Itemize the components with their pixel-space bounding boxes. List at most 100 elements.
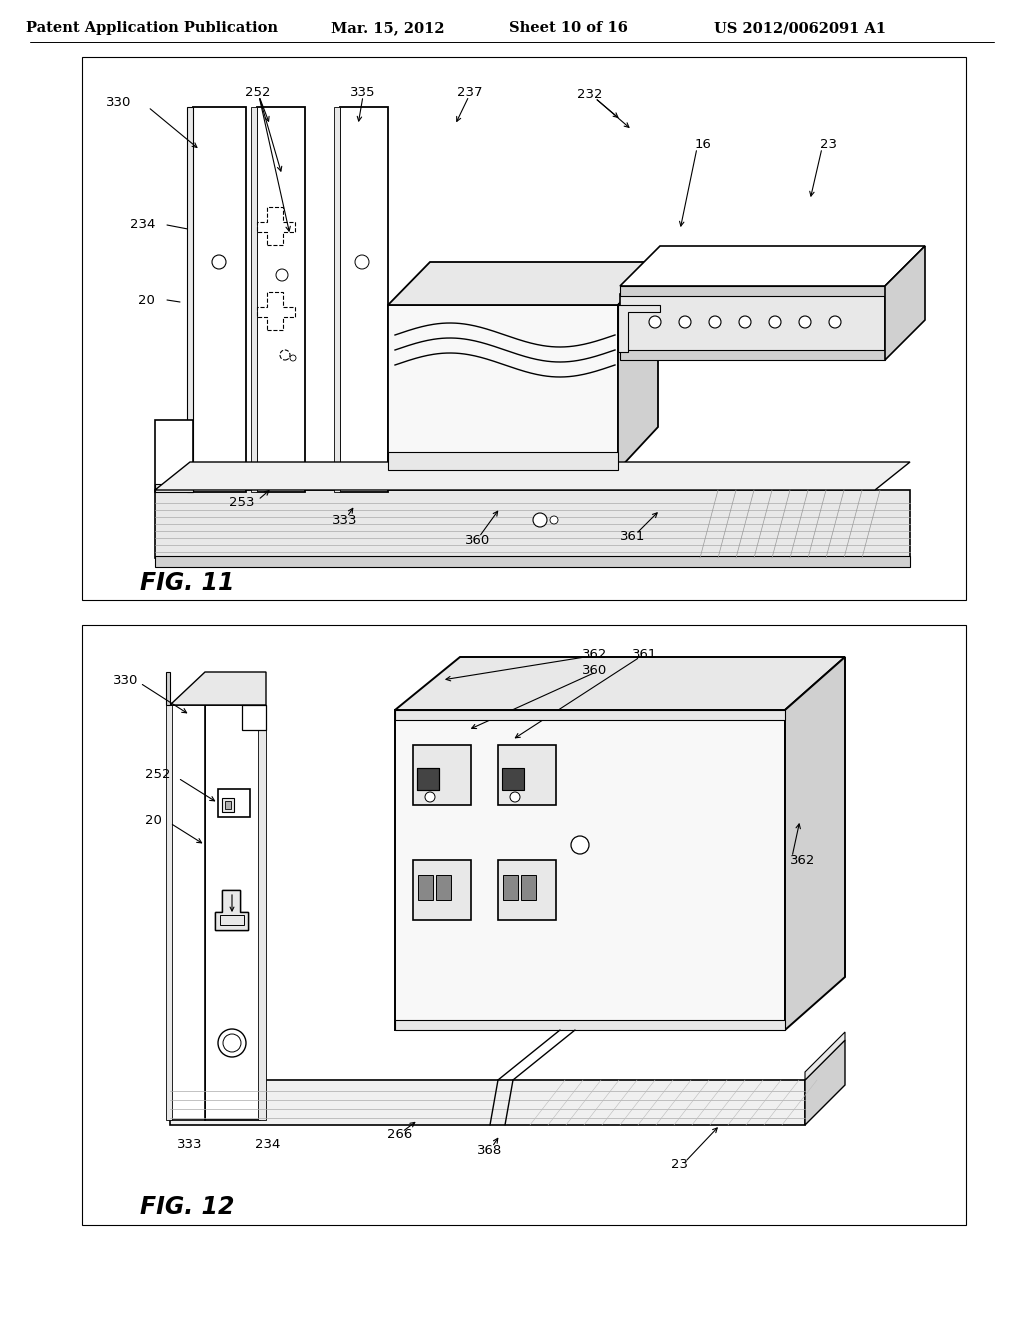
Circle shape [769, 315, 781, 327]
Text: 252: 252 [246, 86, 270, 99]
Bar [258, 705, 266, 1119]
Bar [620, 350, 885, 360]
Bar [417, 768, 439, 789]
Circle shape [550, 516, 558, 524]
Bar [418, 875, 433, 900]
Bar [205, 705, 260, 1119]
Bar [388, 305, 618, 470]
Text: US 2012/0062091 A1: US 2012/0062091 A1 [714, 21, 886, 36]
Circle shape [829, 315, 841, 327]
Bar [220, 915, 244, 925]
Bar [225, 801, 231, 809]
Circle shape [425, 792, 435, 803]
Polygon shape [170, 672, 266, 705]
Circle shape [799, 315, 811, 327]
Bar [503, 875, 518, 900]
Text: 362: 362 [790, 854, 815, 866]
Bar [413, 744, 471, 805]
Bar [436, 875, 451, 900]
Text: 335: 335 [350, 86, 376, 99]
Text: 362: 362 [583, 648, 607, 661]
Bar [395, 1020, 785, 1030]
Bar [166, 705, 172, 1119]
Polygon shape [395, 657, 845, 710]
Text: 361: 361 [621, 531, 646, 544]
Text: 20: 20 [145, 813, 162, 826]
Text: FIG. 12: FIG. 12 [140, 1195, 234, 1218]
Polygon shape [620, 246, 925, 286]
Circle shape [276, 269, 288, 281]
Text: 368: 368 [477, 1143, 503, 1156]
Text: 23: 23 [820, 139, 837, 152]
Bar [155, 490, 910, 558]
Text: 16: 16 [695, 139, 712, 152]
Bar [251, 107, 257, 492]
Text: 266: 266 [387, 1129, 413, 1142]
Polygon shape [805, 1040, 845, 1125]
Bar [155, 484, 193, 492]
Bar [502, 768, 524, 789]
Circle shape [739, 315, 751, 327]
Polygon shape [805, 1032, 845, 1080]
Bar [521, 875, 536, 900]
Text: 237: 237 [458, 86, 482, 99]
Polygon shape [618, 261, 658, 470]
Bar [334, 107, 340, 492]
Circle shape [218, 1030, 246, 1057]
Polygon shape [618, 305, 660, 352]
Text: 234: 234 [130, 219, 155, 231]
Polygon shape [155, 462, 910, 490]
Bar [155, 420, 193, 492]
Circle shape [534, 513, 547, 527]
Circle shape [709, 315, 721, 327]
Text: 234: 234 [255, 1138, 281, 1151]
Bar [620, 286, 885, 296]
Bar [498, 861, 556, 920]
Bar [222, 799, 234, 812]
Text: Patent Application Publication: Patent Application Publication [26, 21, 278, 36]
Text: Mar. 15, 2012: Mar. 15, 2012 [331, 21, 444, 36]
Text: 330: 330 [105, 95, 131, 108]
Text: 361: 361 [632, 648, 657, 661]
Text: 360: 360 [583, 664, 607, 676]
Bar [257, 107, 305, 492]
Bar [82, 57, 966, 601]
Text: FIG. 11: FIG. 11 [140, 572, 234, 595]
Circle shape [290, 355, 296, 360]
Bar [82, 624, 966, 1225]
Bar [193, 107, 246, 492]
Polygon shape [388, 261, 658, 305]
Circle shape [679, 315, 691, 327]
Circle shape [223, 1034, 241, 1052]
Text: 333: 333 [177, 1138, 203, 1151]
Polygon shape [885, 246, 925, 360]
Text: 23: 23 [672, 1159, 688, 1172]
Bar [187, 107, 193, 492]
Polygon shape [215, 890, 248, 931]
Text: 360: 360 [465, 533, 490, 546]
Circle shape [280, 350, 290, 360]
Circle shape [510, 792, 520, 803]
Circle shape [649, 315, 662, 327]
Circle shape [355, 255, 369, 269]
Polygon shape [215, 890, 248, 931]
Bar [170, 705, 205, 1119]
Bar [388, 451, 618, 470]
Bar [395, 710, 785, 719]
Bar [395, 710, 785, 1030]
Text: 20: 20 [138, 293, 155, 306]
Bar [388, 469, 618, 477]
Text: 330: 330 [114, 673, 138, 686]
Text: 232: 232 [578, 88, 603, 102]
Text: 253: 253 [229, 496, 255, 510]
Bar [218, 789, 250, 817]
Bar [170, 1080, 805, 1125]
Text: Sheet 10 of 16: Sheet 10 of 16 [509, 21, 628, 36]
Bar [413, 861, 471, 920]
Bar [498, 744, 556, 805]
Circle shape [212, 255, 226, 269]
Text: 333: 333 [332, 513, 357, 527]
Bar [417, 768, 439, 789]
Polygon shape [785, 657, 845, 1030]
Polygon shape [166, 672, 170, 705]
